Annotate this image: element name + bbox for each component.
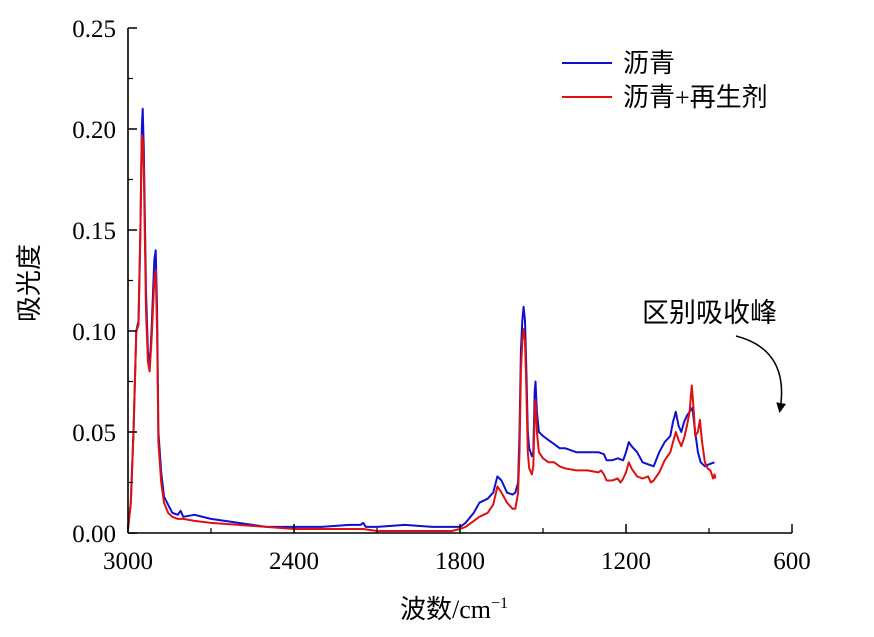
legend: 沥青 沥青+再生剂 bbox=[562, 49, 768, 112]
series-line-asphalt bbox=[127, 107, 715, 530]
y-axis-title: 吸光度 bbox=[15, 244, 44, 322]
y-axis-ticks: 0.00 0.05 0.10 0.15 0.20 0.25 bbox=[72, 16, 137, 548]
x-tick-label: 600 bbox=[773, 548, 811, 575]
x-axis-ticks: 3000 2400 1800 1200 600 bbox=[103, 524, 811, 575]
y-tick-label: 0.20 bbox=[72, 117, 116, 144]
y-tick-label: 0.05 bbox=[72, 420, 116, 447]
x-tick-label: 1200 bbox=[601, 548, 651, 575]
x-axis-title-main: 波数/cm bbox=[400, 595, 491, 624]
x-axis-title-superscript: −1 bbox=[491, 595, 508, 612]
y-tick-label: 0.25 bbox=[72, 16, 116, 43]
y-tick-label: 0.10 bbox=[72, 319, 116, 346]
y-tick-label: 0.15 bbox=[72, 218, 116, 245]
plot-area bbox=[127, 107, 717, 532]
x-tick-label: 1800 bbox=[435, 548, 485, 575]
x-tick-label: 2400 bbox=[269, 548, 319, 575]
annotation-arrow bbox=[735, 335, 787, 413]
annotation-label: 区别吸收峰 bbox=[642, 298, 777, 328]
x-axis-title: 波数/cm−1 bbox=[400, 595, 508, 624]
legend-label-asphalt: 沥青 bbox=[623, 49, 675, 78]
series-line-asphalt-rejuvenator bbox=[127, 134, 717, 532]
x-tick-label: 3000 bbox=[103, 548, 153, 575]
y-tick-label: 0.00 bbox=[72, 521, 116, 548]
legend-label-asphalt-rejuvenator: 沥青+再生剂 bbox=[623, 83, 768, 112]
